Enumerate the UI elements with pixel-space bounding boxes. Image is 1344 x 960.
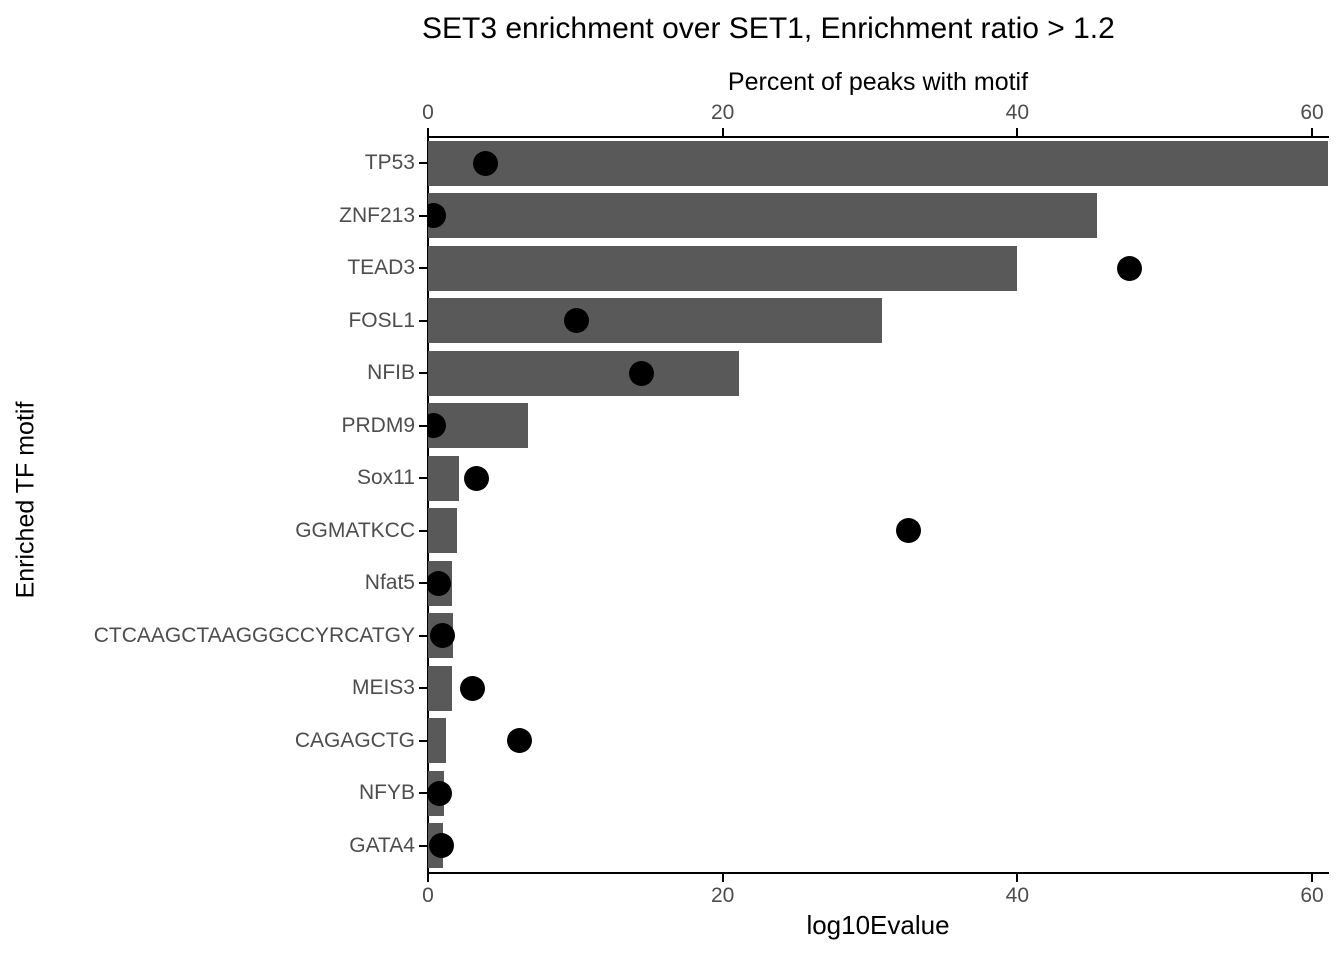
y-axis-tick: [419, 319, 427, 322]
top-axis-tick-label: 40: [1005, 101, 1029, 124]
bar-TP53: [428, 140, 1328, 186]
y-axis-category-label: NFYB: [358, 781, 415, 805]
point-Nfat5: [428, 570, 451, 596]
bottom-axis-tick-label: 60: [1300, 884, 1324, 907]
bottom-axis-title: log10Evalue: [806, 910, 950, 940]
y-axis-category-label: FOSL1: [348, 308, 415, 332]
y-axis-category-label: NFIB: [367, 361, 415, 385]
point-GGMATKCC: [895, 518, 921, 544]
bar-ZNF213: [428, 193, 1097, 239]
point-GATA4: [428, 833, 454, 859]
bar-FOSL1: [428, 298, 882, 344]
bottom-axis-tick-label: 0: [422, 884, 434, 907]
point-MEIS3: [459, 675, 485, 701]
bottom-axis-tick: [427, 874, 429, 882]
y-axis-category-label: PRDM9: [341, 413, 415, 437]
y-axis-category-label: GGMATKCC: [295, 518, 415, 542]
point-CAGAGCTG: [506, 728, 532, 754]
point-FOSL1: [564, 308, 590, 334]
y-axis-tick: [419, 844, 427, 847]
y-axis-tick: [419, 792, 427, 795]
bottom-axis-tick: [1311, 874, 1313, 882]
top-axis-line: [427, 136, 1329, 138]
y-axis-tick: [419, 582, 427, 585]
y-axis-tick: [419, 529, 427, 532]
point-ZNF213: [428, 203, 447, 229]
y-axis-tick: [419, 739, 427, 742]
y-axis-category-label: Sox11: [357, 466, 415, 490]
point-TEAD3: [1116, 255, 1142, 281]
top-axis-tick: [427, 128, 429, 136]
plot-panel: [428, 137, 1328, 872]
top-axis-tick-label: 20: [710, 101, 735, 124]
y-axis-category-label: TP53: [364, 151, 415, 175]
y-axis-category-label: CTCAAGCTAAGGGCCYRCATGY: [93, 623, 415, 647]
y-axis-category-label: CAGAGCTG: [294, 728, 415, 752]
point-NFIB: [629, 360, 655, 386]
bottom-axis-tick: [1016, 874, 1019, 882]
top-axis-tick-label: 0: [422, 101, 434, 124]
y-axis-category-label: ZNF213: [339, 203, 415, 227]
bar-MEIS3: [428, 665, 452, 711]
y-axis-tick: [419, 424, 427, 427]
bottom-axis-line: [427, 872, 1329, 874]
top-axis-tick: [1311, 128, 1313, 136]
top-axis-tick-label: 60: [1300, 101, 1324, 124]
bottom-axis-tick: [721, 874, 724, 882]
point-TP53: [472, 150, 498, 176]
bottom-axis-tick-label: 20: [710, 884, 735, 907]
top-axis-tick: [1016, 128, 1019, 136]
y-axis-tick: [419, 214, 427, 217]
bottom-axis-tick-label: 40: [1005, 884, 1029, 907]
bar-GGMATKCC: [428, 508, 458, 554]
y-axis-category-label: MEIS3: [351, 676, 415, 700]
point-CTCAAGCTAAGGGCCYRCATGY: [430, 623, 456, 649]
left-axis-line: [427, 136, 429, 874]
y-axis-category-label: GATA4: [349, 833, 415, 857]
y-axis-tick: [419, 687, 427, 690]
point-NFYB: [428, 780, 453, 806]
chart-title: SET3 enrichment over SET1, Enrichment ra…: [422, 12, 1115, 45]
y-axis-tick: [419, 477, 427, 480]
top-axis-tick: [721, 128, 724, 136]
bar-NFIB: [428, 350, 739, 396]
y-axis-category-label: Nfat5: [364, 571, 415, 595]
y-axis-tick: [419, 372, 427, 375]
y-axis-category-label: TEAD3: [347, 256, 415, 280]
point-PRDM9: [428, 413, 447, 439]
point-Sox11: [464, 465, 490, 491]
y-axis-tick: [419, 162, 427, 165]
top-axis-title: Percent of peaks with motif: [727, 68, 1029, 96]
y-axis-tick: [419, 634, 427, 637]
bar-TEAD3: [428, 245, 1018, 291]
bar-Sox11: [428, 455, 459, 501]
bar-CAGAGCTG: [428, 718, 446, 764]
y-axis-tick: [419, 267, 427, 270]
